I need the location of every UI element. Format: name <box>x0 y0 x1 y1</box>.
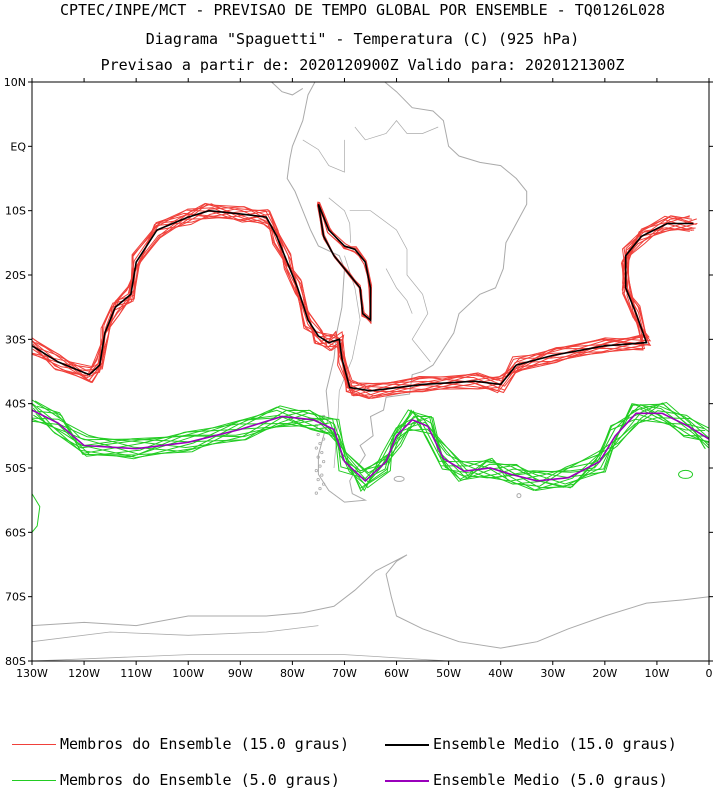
lat-label: 10N <box>4 76 26 89</box>
lon-label: 110W <box>120 667 152 680</box>
caribbean-coastline <box>261 0 355 27</box>
ensemble-members-5-layer <box>32 399 709 533</box>
lon-label: 60W <box>384 667 409 680</box>
lat-label: 20S <box>5 269 26 282</box>
legend-members-5-label: Membros do Ensemble (5.0 graus) <box>60 771 340 789</box>
coastline-layer <box>32 0 709 661</box>
island <box>318 486 322 491</box>
ensemble-members-15-layer <box>32 201 698 400</box>
ross-shelf-edge <box>32 654 449 661</box>
legend-swatch-black <box>385 743 429 746</box>
lon-label: 50W <box>436 667 461 680</box>
lon-label: 120W <box>68 667 100 680</box>
lon-label: 10W <box>644 667 669 680</box>
lat-label: 10S <box>5 205 26 218</box>
map-frame <box>31 81 710 662</box>
ensemble-mean-layer <box>32 203 709 482</box>
member-5-contour <box>33 403 709 490</box>
legend-swatch-purple <box>385 779 429 782</box>
member-5-contour <box>36 405 709 485</box>
lon-label: 70W <box>332 667 357 680</box>
island <box>320 473 324 477</box>
legend-mean-15-label: Ensemble Medio (15.0 graus) <box>433 735 677 753</box>
island <box>318 441 322 446</box>
lat-label: 30S <box>5 333 26 346</box>
legend-swatch-green <box>12 780 56 781</box>
island <box>322 459 326 464</box>
title-line-3: Previsao a partir de: 2020120900Z Valido… <box>100 56 625 74</box>
lat-label: 40S <box>5 398 26 411</box>
island <box>314 468 318 473</box>
lon-label: 130W <box>16 667 48 680</box>
country-border <box>328 197 352 243</box>
legend-mean-15: Ensemble Medio (15.0 graus) <box>385 735 677 753</box>
lon-label: 30W <box>540 667 565 680</box>
mean-5-contour <box>32 409 709 482</box>
legend-members-15-label: Membros do Ensemble (15.0 graus) <box>60 735 349 753</box>
island <box>322 482 326 486</box>
lat-label: 60S <box>5 526 26 539</box>
country-border <box>349 210 431 363</box>
lat-label: 50S <box>5 462 26 475</box>
member-5-contour <box>32 403 706 481</box>
lon-label: 80W <box>280 667 305 680</box>
falkland-islands <box>393 475 405 482</box>
legend-mean-5: Ensemble Medio (5.0 graus) <box>385 771 668 789</box>
lat-label: EQ <box>10 140 26 153</box>
member-5-contour <box>32 408 708 493</box>
island <box>316 477 320 482</box>
title-line-1: CPTEC/INPE/MCT - PREVISAO DE TEMPO GLOBA… <box>59 1 666 19</box>
legend-members-5: Membros do Ensemble (5.0 graus) <box>12 771 340 789</box>
legend-members-15: Membros do Ensemble (15.0 graus) <box>12 735 349 753</box>
member-5-closed-contour <box>678 469 694 479</box>
mean-15-andes-contour <box>317 203 372 322</box>
member-15-andes-contour <box>316 202 372 325</box>
lon-label: 0 <box>706 667 713 680</box>
title-line-2: Diagrama "Spaguetti" - Temperatura (C) (… <box>145 30 580 48</box>
axis-ticks <box>28 78 713 665</box>
lon-label: 40W <box>488 667 513 680</box>
longitude-labels: 130W 120W 110W 100W 90W 80W 70W 60W 50W 40W 30W 20W… <box>16 667 712 680</box>
island <box>314 491 318 495</box>
member-15-contour <box>32 203 697 399</box>
lon-label: 20W <box>592 667 617 680</box>
lon-label: 90W <box>228 667 253 680</box>
legend-mean-5-label: Ensemble Medio (5.0 graus) <box>433 771 668 789</box>
country-border <box>302 139 345 173</box>
island <box>320 450 324 455</box>
country-border <box>385 268 413 314</box>
country-border <box>354 120 439 141</box>
member-15-contour <box>32 210 696 392</box>
legend-swatch-red <box>12 744 56 745</box>
island <box>316 432 320 437</box>
ice-shelf-edge <box>32 625 319 643</box>
latitude-labels: 10N EQ 10S 20S 30S 40S 50S 60S 70S 80S <box>4 76 27 668</box>
lon-label: 100W <box>172 667 204 680</box>
central-america-coastline <box>270 82 304 96</box>
south-america-coastline <box>286 82 528 503</box>
south-georgia <box>516 493 522 499</box>
mean-15-contour <box>32 209 694 392</box>
island <box>318 464 322 468</box>
antarctic-coastline <box>32 554 709 649</box>
island <box>322 437 326 441</box>
member-15-contour <box>32 213 695 394</box>
lat-label: 70S <box>5 591 26 604</box>
lat-label: 80S <box>5 655 26 668</box>
island <box>314 446 318 450</box>
member-5-edge-contour <box>32 493 41 533</box>
island <box>316 455 320 459</box>
